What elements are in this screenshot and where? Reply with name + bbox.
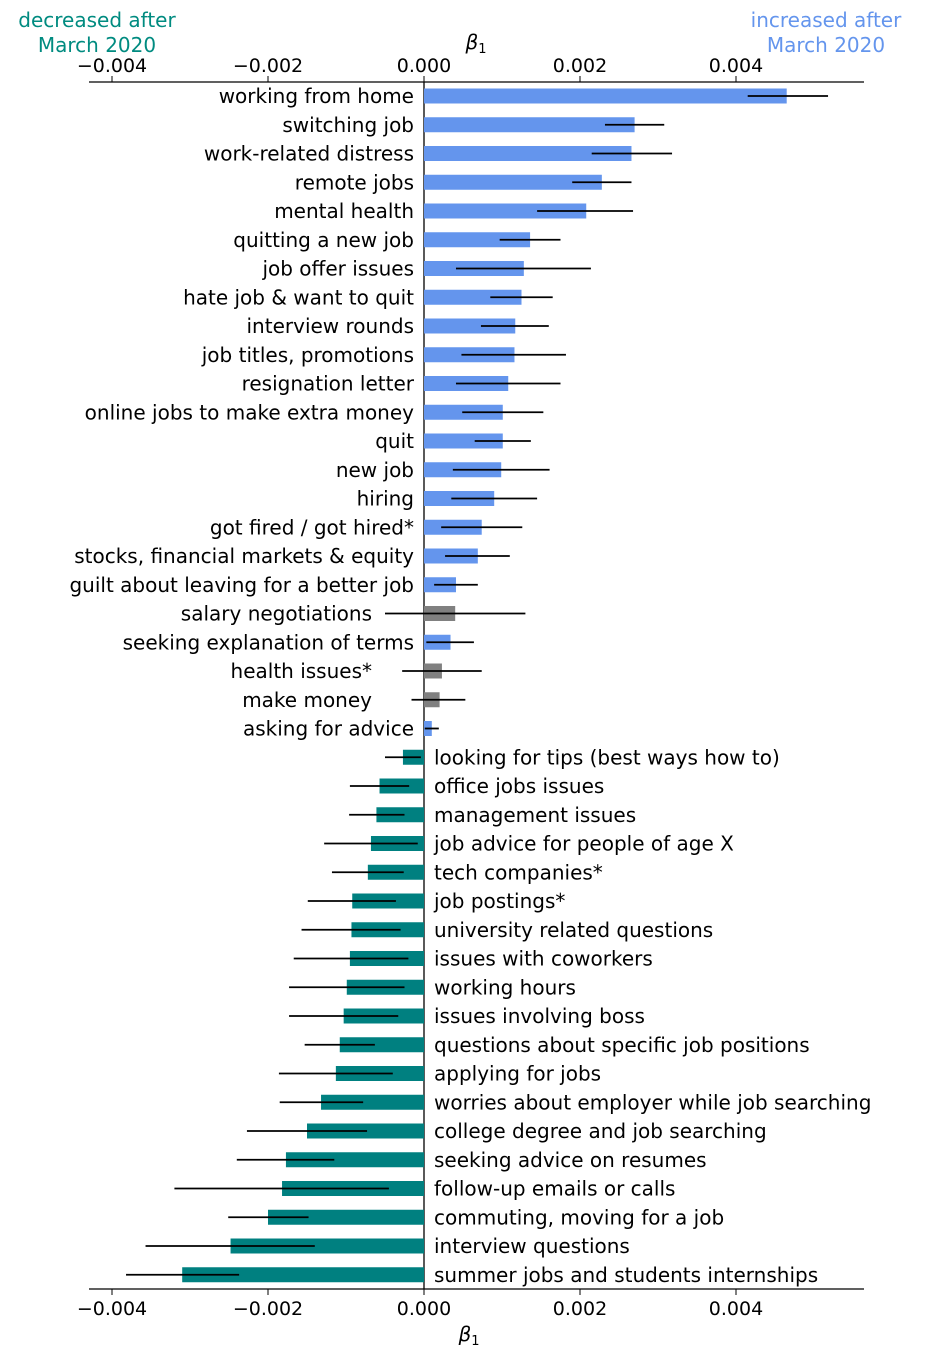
- top-tick-label: −0.002: [233, 55, 303, 77]
- category-labels-group: working from home switching job work-relat…: [69, 84, 871, 1287]
- category-label: salary negotiations: [181, 602, 372, 626]
- bar: [424, 289, 522, 305]
- bar: [182, 1267, 424, 1283]
- bar: [424, 203, 587, 219]
- category-label: working from home: [219, 84, 414, 108]
- bar: [230, 1238, 424, 1254]
- category-label: university related questions: [434, 918, 713, 942]
- category-label: college degree and job searching: [434, 1119, 767, 1143]
- category-label: office jobs issues: [434, 774, 604, 798]
- bars-group: [126, 88, 829, 1283]
- top-tick-label: 0.000: [397, 55, 451, 77]
- category-label: seeking explanation of terms: [123, 630, 414, 654]
- category-label: online jobs to make extra money: [85, 400, 415, 424]
- category-label: job titles, promotions: [201, 343, 414, 367]
- category-label: mental health: [274, 199, 414, 223]
- bar: [424, 232, 531, 248]
- bottom-axis-title-subscript: 1: [471, 1334, 479, 1345]
- category-label: looking for tips (best ways how to): [434, 745, 780, 769]
- category-label: questions about specific job positions: [434, 1033, 810, 1057]
- category-label: resignation letter: [242, 372, 415, 396]
- category-label: job offer issues: [261, 257, 414, 281]
- category-label: issues involving boss: [434, 1004, 645, 1028]
- top-tick-label: 0.002: [553, 55, 607, 77]
- bottom-tick-label: 0.000: [397, 1298, 451, 1320]
- category-label: interview questions: [434, 1234, 630, 1258]
- category-label: remote jobs: [295, 170, 414, 194]
- category-label: interview rounds: [247, 314, 415, 338]
- top-tick-label: 0.004: [709, 55, 763, 77]
- bar: [424, 146, 632, 161]
- category-label: health issues*: [231, 659, 372, 683]
- axes-group: −0.004 −0.004 −0.002 −0.002 0.000 0.000 0.002 0…: [77, 55, 864, 1320]
- bar: [424, 174, 602, 190]
- category-label: hiring: [357, 487, 414, 511]
- top-axis-title-subscript: 1: [478, 42, 486, 57]
- bar: [424, 433, 503, 449]
- category-label: quit: [375, 429, 414, 453]
- bottom-tick-label: −0.002: [233, 1298, 303, 1320]
- category-label: seeking advice on resumes: [434, 1148, 707, 1172]
- bar: [424, 117, 635, 133]
- category-label: follow-up emails or calls: [434, 1177, 675, 1201]
- bottom-axis-title: β1: [457, 1322, 479, 1345]
- bottom-axis-title-symbol: β: [457, 1322, 471, 1345]
- bar: [268, 1209, 424, 1225]
- bar: [339, 1037, 424, 1053]
- category-label: asking for advice: [243, 717, 414, 741]
- category-label: quitting a new job: [233, 228, 414, 252]
- bottom-tick-label: −0.004: [77, 1298, 147, 1320]
- category-label: guilt about leaving for a better job: [69, 573, 414, 597]
- decreased-annotation-line2: March 2020: [38, 33, 156, 57]
- bottom-tick-label: 0.002: [553, 1298, 607, 1320]
- increased-annotation-line1: increased after: [751, 8, 902, 32]
- top-axis-title: β1: [464, 30, 486, 57]
- bar: [424, 318, 516, 334]
- decreased-annotation-line1: decreased after: [18, 8, 176, 32]
- category-label: hate job & want to quit: [183, 285, 414, 309]
- category-label: make money: [242, 688, 372, 712]
- category-label: got fired / got hired*: [210, 515, 414, 539]
- increased-annotation-line2: March 2020: [767, 33, 885, 57]
- category-label: stocks, financial markets & equity: [74, 544, 414, 568]
- top-tick-label: −0.004: [77, 55, 147, 77]
- category-label: job postings*: [433, 889, 565, 913]
- category-label: issues with coworkers: [434, 947, 653, 971]
- category-label: commuting, moving for a job: [434, 1205, 724, 1229]
- category-label: worries about employer while job searchi…: [434, 1090, 871, 1114]
- bar: [321, 1094, 424, 1110]
- top-axis-title-symbol: β: [464, 30, 478, 54]
- bar: [285, 1152, 424, 1168]
- category-label: new job: [336, 458, 414, 482]
- category-label: applying for jobs: [434, 1062, 601, 1086]
- category-label: working hours: [434, 975, 576, 999]
- category-label: switching job: [282, 113, 414, 137]
- bar: [424, 88, 787, 104]
- category-label: job advice for people of age X: [433, 832, 734, 856]
- category-label: work-related distress: [204, 142, 414, 166]
- category-label: summer jobs and students internships: [434, 1263, 818, 1287]
- category-label: tech companies*: [434, 860, 603, 884]
- bottom-tick-label: 0.004: [709, 1298, 763, 1320]
- category-label: management issues: [434, 803, 636, 827]
